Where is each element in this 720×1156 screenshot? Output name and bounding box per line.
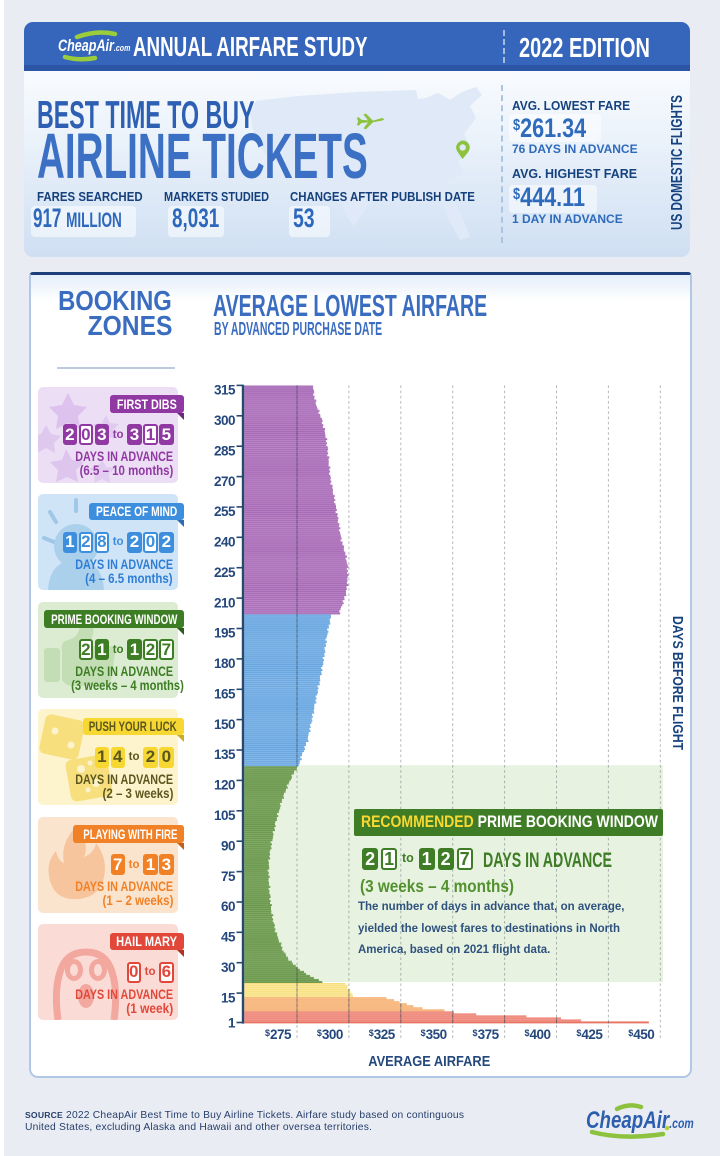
- svg-text:315: 315: [214, 383, 236, 398]
- svg-text:15: 15: [221, 990, 236, 1005]
- svg-text:$450: $450: [628, 1027, 654, 1042]
- svg-text:270: 270: [214, 474, 235, 489]
- svg-text:1: 1: [228, 1016, 236, 1031]
- svg-text:120: 120: [214, 778, 235, 793]
- svg-text:$275: $275: [265, 1027, 292, 1042]
- svg-text:195: 195: [214, 626, 236, 641]
- svg-text:210: 210: [214, 595, 235, 610]
- svg-text:135: 135: [214, 747, 236, 762]
- svg-text:$300: $300: [317, 1027, 343, 1042]
- svg-text:$325: $325: [369, 1027, 396, 1042]
- svg-text:180: 180: [214, 656, 235, 671]
- svg-text:75: 75: [221, 869, 236, 884]
- svg-text:$350: $350: [421, 1027, 447, 1042]
- svg-text:240: 240: [214, 535, 235, 550]
- svg-text:90: 90: [221, 838, 235, 853]
- svg-text:300: 300: [214, 413, 235, 428]
- svg-text:285: 285: [214, 443, 236, 458]
- svg-text:30: 30: [221, 960, 235, 975]
- svg-text:60: 60: [221, 899, 235, 914]
- svg-text:105: 105: [214, 808, 236, 823]
- svg-text:150: 150: [214, 717, 235, 732]
- svg-text:255: 255: [214, 504, 236, 519]
- svg-text:$375: $375: [473, 1027, 500, 1042]
- svg-text:$400: $400: [524, 1027, 550, 1042]
- svg-text:225: 225: [214, 565, 236, 580]
- svg-text:45: 45: [221, 930, 236, 945]
- svg-text:$425: $425: [576, 1027, 603, 1042]
- svg-text:165: 165: [214, 687, 236, 702]
